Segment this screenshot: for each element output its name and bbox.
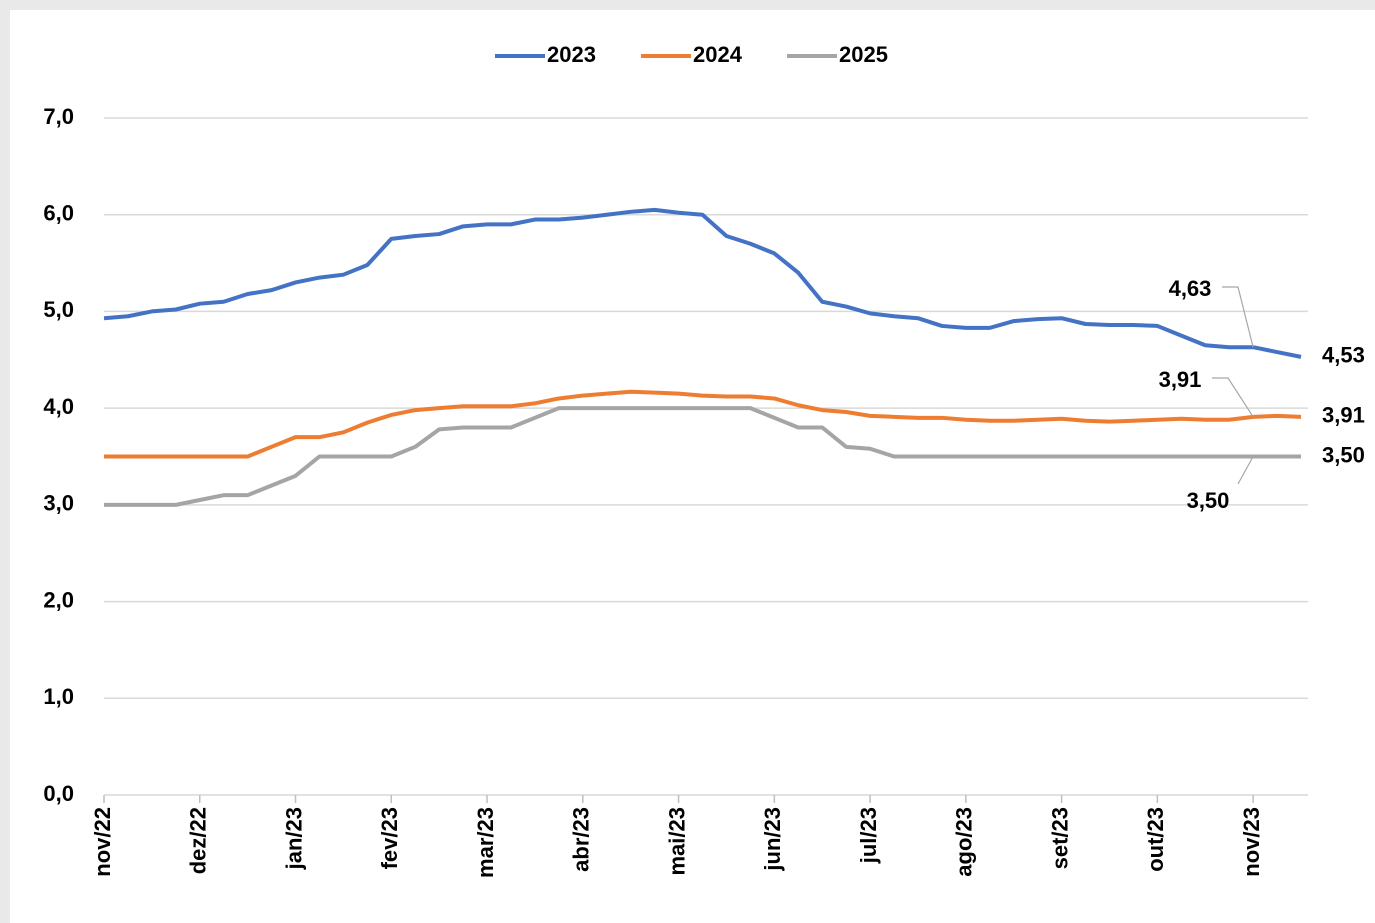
x-tick-label: abr/23: [569, 807, 594, 872]
x-tick-label: mai/23: [664, 807, 689, 876]
y-tick-label: 7,0: [43, 104, 74, 129]
x-tick-label: ago/23: [952, 807, 977, 877]
leader-line: [1222, 286, 1254, 348]
data-label: 3,50: [1322, 442, 1365, 467]
series-line: [104, 389, 1302, 459]
data-label: 4,63: [1169, 276, 1212, 301]
x-tick-label: jul/23: [856, 807, 881, 864]
data-label: 3,50: [1187, 488, 1230, 513]
data-label: 3,91: [1159, 367, 1202, 392]
y-tick-label: 2,0: [43, 587, 74, 612]
series-line: [104, 406, 1301, 507]
y-tick-label: 5,0: [43, 297, 74, 322]
x-tick-label: jan/23: [281, 807, 306, 870]
legend-label: 2025: [839, 42, 888, 67]
series-line: [103, 207, 1302, 359]
leader-line: [1212, 377, 1254, 418]
y-tick-label: 0,0: [43, 781, 74, 806]
x-tick-label: jun/23: [760, 807, 785, 872]
chart-area: [10, 10, 1375, 923]
data-label: 4,53: [1322, 343, 1365, 368]
legend-label: 2023: [547, 42, 596, 67]
y-tick-label: 3,0: [43, 491, 74, 516]
x-tick-label: mar/23: [473, 807, 498, 878]
x-tick-label: fev/23: [377, 807, 402, 869]
data-label: 3,91: [1322, 403, 1365, 428]
y-tick-label: 4,0: [43, 394, 74, 419]
y-tick-label: 6,0: [43, 201, 74, 226]
leader-line: [1237, 456, 1254, 485]
x-tick-label: out/23: [1143, 807, 1168, 872]
x-tick-label: nov/23: [1239, 807, 1264, 877]
x-tick-label: set/23: [1047, 807, 1072, 869]
x-tick-label: dez/22: [186, 807, 211, 874]
y-tick-label: 1,0: [43, 684, 74, 709]
x-tick-label: nov/22: [90, 807, 115, 877]
legend-label: 2024: [693, 42, 743, 67]
